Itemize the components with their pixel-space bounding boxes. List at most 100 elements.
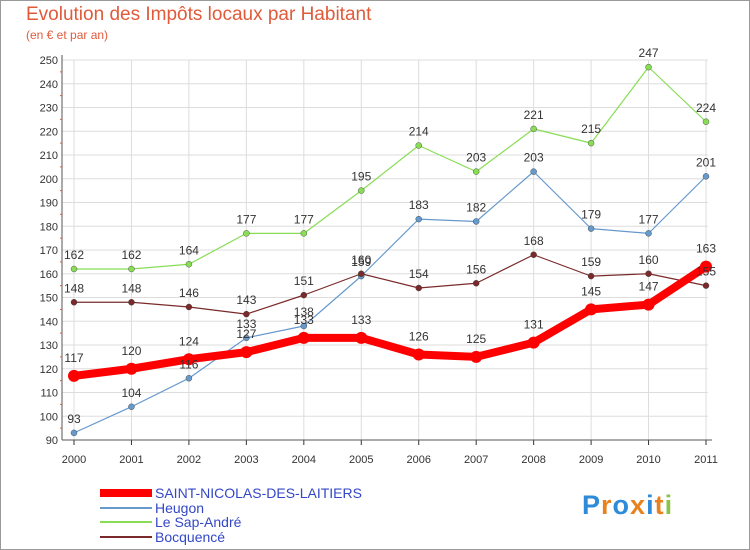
data-label-heugon: 159 (351, 255, 371, 269)
data-label-saint-nicolas-des-laitiers: 163 (696, 242, 716, 256)
data-label-bocquenc: 160 (351, 253, 371, 267)
data-point-le-sap-andr (243, 230, 250, 237)
data-label-saint-nicolas-des-laitiers: 126 (409, 330, 429, 344)
series-line-bocquenc (73, 254, 707, 315)
data-label-heugon: 104 (121, 386, 141, 400)
data-label-le-sap-andr: 164 (179, 243, 199, 257)
data-point-bocquenc (185, 303, 193, 311)
data-label-saint-nicolas-des-laitiers: 147 (639, 280, 659, 294)
y-tick-label: 180 (40, 221, 58, 233)
data-point-heugon (472, 218, 480, 225)
logo-letter: o (612, 490, 631, 520)
data-label-heugon: 93 (67, 412, 81, 426)
data-label-le-sap-andr: 177 (294, 212, 314, 226)
data-point-saint-nicolas-des-laitiers (527, 336, 540, 349)
data-point-bocquenc (243, 310, 250, 318)
data-point-le-sap-andr (300, 230, 308, 237)
data-label-heugon: 201 (696, 155, 716, 169)
data-label-heugon: 177 (639, 212, 659, 226)
data-point-le-sap-andr (587, 139, 595, 147)
legend-swatch-saint-nicolas (100, 488, 152, 497)
data-label-heugon: 182 (466, 201, 486, 215)
data-point-le-sap-andr (185, 261, 193, 268)
data-label-saint-nicolas-des-laitiers: 117 (64, 351, 83, 365)
y-tick-label: 170 (40, 245, 58, 257)
data-label-bocquenc: 155 (696, 265, 716, 279)
data-label-heugon: 203 (524, 151, 544, 165)
data-label-le-sap-andr: 215 (581, 122, 601, 136)
data-point-heugon (185, 375, 193, 382)
proxiti-logo: Proxiti (582, 490, 673, 521)
legend-label-heugon: Heugon (155, 499, 205, 516)
x-tick-label: 2011 (694, 454, 718, 466)
data-point-le-sap-andr (702, 118, 710, 125)
y-tick-label: 160 (40, 269, 58, 281)
data-label-heugon: 133 (236, 317, 256, 331)
y-tick-label: 130 (40, 340, 58, 352)
data-point-heugon (645, 230, 652, 237)
legend-label-saint-nicolas: SAINT-NICOLAS-DES-LAITIERS (155, 484, 362, 501)
data-point-heugon (587, 225, 595, 232)
data-point-saint-nicolas-des-laitiers (642, 298, 655, 311)
legend-item-heugon: Heugon (100, 499, 205, 516)
data-label-le-sap-andr: 162 (121, 248, 141, 262)
series-line-saint-nicolas-des-laitiers (70, 262, 710, 380)
y-tick-label: 110 (40, 388, 58, 400)
chart-subtitle: (en € et par an) (26, 28, 109, 42)
data-label-heugon: 179 (581, 208, 601, 222)
x-tick-label: 2004 (292, 454, 316, 466)
y-tick-label: 140 (40, 316, 58, 328)
data-point-le-sap-andr (70, 265, 78, 273)
data-point-bocquenc (415, 284, 422, 292)
data-label-saint-nicolas-des-laitiers: 124 (179, 334, 199, 348)
data-point-bocquenc (702, 282, 710, 289)
data-label-bocquenc: 154 (409, 267, 429, 281)
x-tick-label: 2000 (62, 454, 86, 466)
data-point-heugon (300, 322, 308, 330)
x-tick-label: 2006 (406, 454, 430, 466)
y-tick-label: 90 (46, 435, 58, 447)
legend-swatch-heugon (100, 506, 152, 509)
y-tick-label: 190 (40, 198, 58, 210)
data-label-saint-nicolas-des-laitiers: 127 (236, 327, 256, 341)
data-label-bocquenc: 160 (639, 253, 659, 267)
legend-swatch-bocquence (100, 535, 152, 538)
data-point-saint-nicolas-des-laitiers (470, 350, 483, 363)
x-tick-label: 2001 (119, 454, 143, 466)
x-tick-label: 2007 (464, 454, 488, 466)
data-label-saint-nicolas-des-laitiers: 120 (121, 344, 141, 358)
data-point-heugon (415, 215, 422, 223)
data-label-bocquenc: 148 (121, 281, 141, 295)
data-point-le-sap-andr (530, 125, 537, 133)
data-point-heugon (128, 403, 135, 410)
data-label-le-sap-andr: 247 (639, 46, 659, 60)
data-point-saint-nicolas-des-laitiers (355, 331, 368, 344)
logo-letter: r (601, 490, 613, 520)
logo-letter: i (664, 490, 674, 520)
logo-letter: i (646, 490, 655, 520)
legend-item-le-sap-andre: Le Sap-André (100, 514, 241, 530)
logo-letter: P (582, 490, 602, 520)
data-label-bocquenc: 143 (236, 293, 256, 307)
data-label-le-sap-andr: 224 (696, 101, 716, 115)
data-point-bocquenc (472, 280, 480, 287)
data-label-bocquenc: 151 (294, 274, 314, 288)
legend-item-saint-nicolas: SAINT-NICOLAS-DES-LAITIERS (100, 484, 362, 501)
logo-letter: x (630, 490, 647, 520)
data-label-le-sap-andr: 162 (64, 248, 84, 262)
data-point-le-sap-andr (128, 265, 135, 273)
data-point-bocquenc (358, 270, 365, 277)
data-label-bocquenc: 148 (64, 281, 84, 295)
data-point-bocquenc (300, 291, 308, 299)
data-label-heugon: 138 (294, 305, 314, 319)
data-point-saint-nicolas-des-laitiers (68, 369, 80, 382)
x-tick-label: 2008 (521, 454, 545, 466)
data-point-saint-nicolas-des-laitiers (182, 353, 195, 366)
y-tick-label: 200 (40, 174, 58, 186)
data-point-heugon (243, 334, 250, 342)
data-point-saint-nicolas-des-laitiers (240, 346, 253, 359)
data-label-saint-nicolas-des-laitiers: 133 (294, 313, 314, 327)
data-label-le-sap-andr: 177 (236, 212, 256, 226)
x-tick-label: 2002 (177, 454, 201, 466)
